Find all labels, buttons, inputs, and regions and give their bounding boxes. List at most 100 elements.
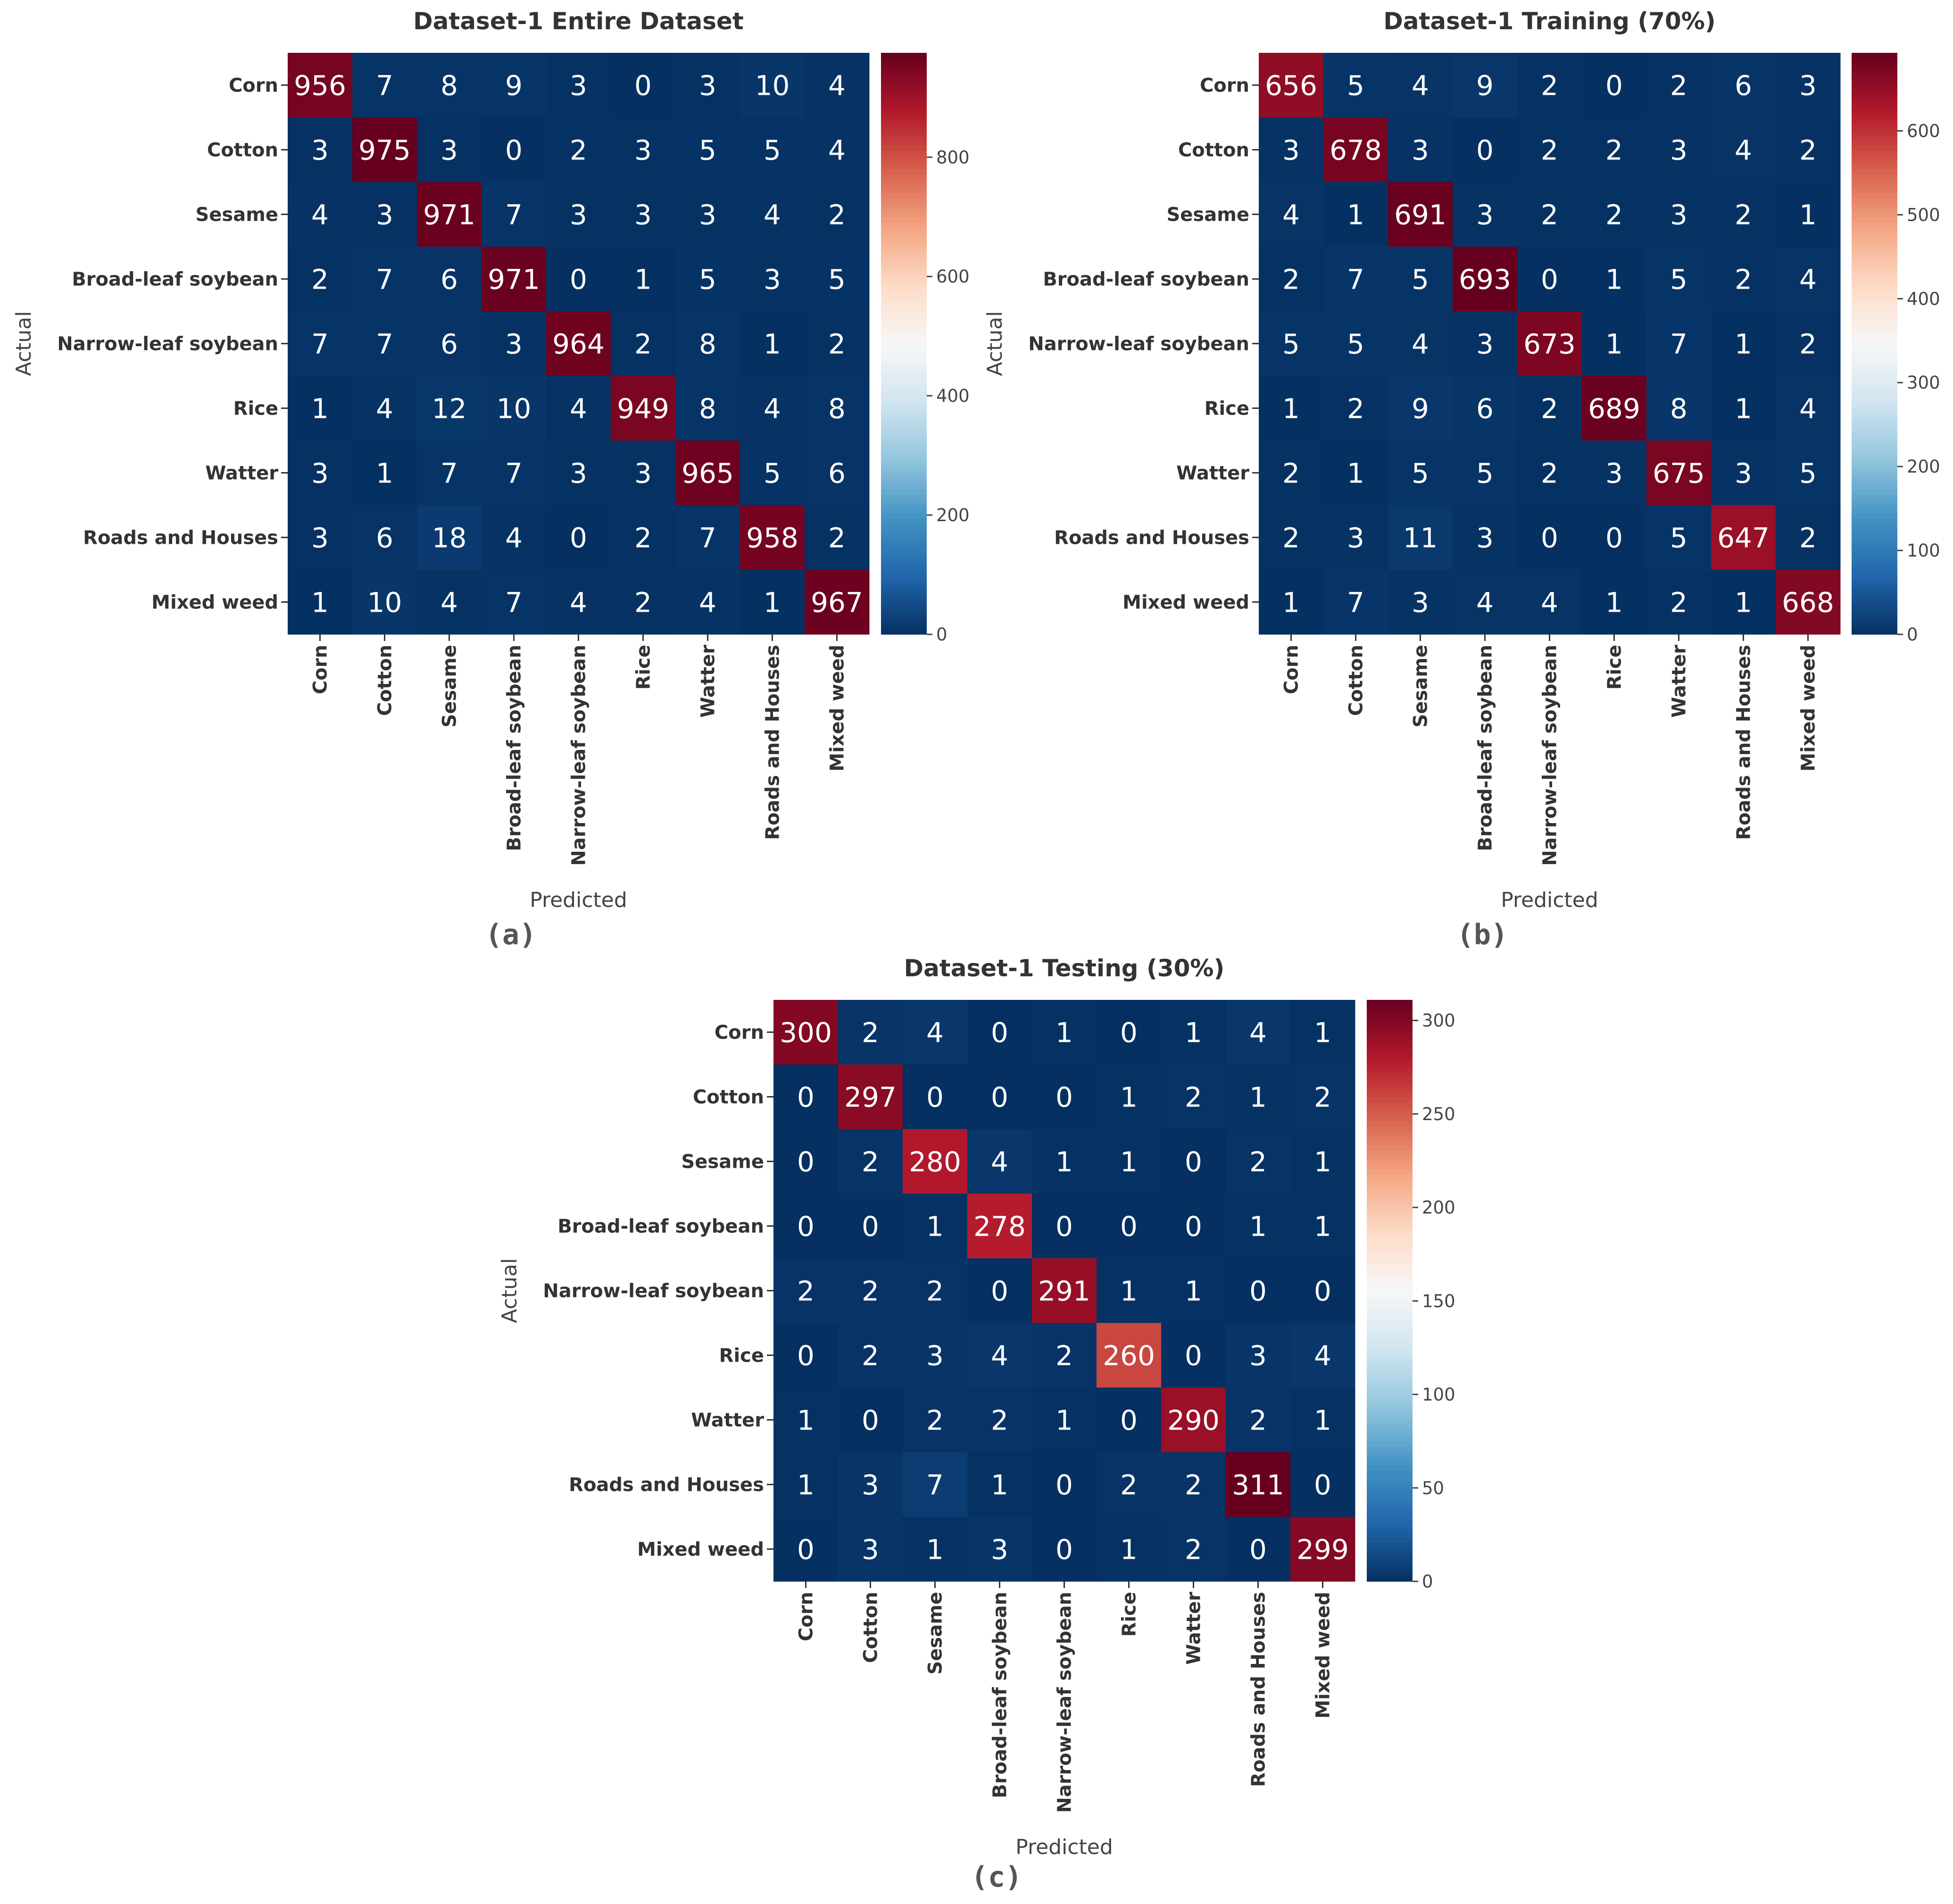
cell-value: 675 bbox=[1653, 457, 1705, 490]
heatmap-cell bbox=[1646, 376, 1712, 441]
colorbar-segment bbox=[881, 416, 927, 422]
heatmap-cell bbox=[675, 53, 740, 118]
heatmap-cell bbox=[417, 376, 482, 441]
x-axis-label: Predicted bbox=[1501, 888, 1598, 912]
colorbar-segment bbox=[881, 300, 927, 305]
cell-value: 3 bbox=[1476, 199, 1494, 231]
colorbar-segment bbox=[881, 431, 927, 436]
cell-value: 2 bbox=[1541, 393, 1558, 425]
colorbar-segment bbox=[1367, 1576, 1413, 1582]
cell-value: 2 bbox=[1799, 328, 1817, 360]
heatmap-cell bbox=[1711, 182, 1776, 247]
colorbar-segment bbox=[1367, 1489, 1413, 1495]
cell-value: 2 bbox=[311, 264, 329, 296]
cell-value: 3 bbox=[1799, 70, 1817, 102]
colorbar-segment bbox=[881, 58, 927, 63]
colorbar-segment bbox=[1852, 256, 1897, 262]
cell-value: 4 bbox=[376, 393, 393, 425]
cell-value: 1 bbox=[1249, 1081, 1267, 1114]
col-label: Cotton bbox=[860, 1592, 882, 1663]
colorbar-segment bbox=[1852, 571, 1897, 577]
colorbar-tick-label: 800 bbox=[936, 147, 970, 167]
colorbar-segment bbox=[1852, 431, 1897, 436]
colorbar-segment bbox=[1367, 1368, 1413, 1373]
colorbar-segment bbox=[881, 222, 927, 228]
colorbar-segment bbox=[1852, 188, 1897, 194]
colorbar-tick-label: 100 bbox=[1422, 1385, 1455, 1405]
heatmap-cell bbox=[1226, 1000, 1291, 1065]
col-label: Narrow-leaf soybean bbox=[1054, 1592, 1076, 1813]
colorbar-segment bbox=[881, 135, 927, 141]
colorbar-segment bbox=[1367, 1145, 1413, 1151]
colorbar-segment bbox=[881, 348, 927, 354]
x-axis-label: Predicted bbox=[1015, 1835, 1113, 1859]
cell-value: 1 bbox=[311, 587, 329, 619]
colorbar-segment bbox=[1852, 435, 1897, 441]
heatmap-cell bbox=[352, 182, 417, 247]
colorbar-segment bbox=[1852, 203, 1897, 208]
colorbar-segment bbox=[881, 53, 927, 58]
cell-value: 7 bbox=[1347, 587, 1364, 619]
colorbar-segment bbox=[1852, 106, 1897, 111]
cell-value: 0 bbox=[1055, 1469, 1073, 1501]
heatmap-cell bbox=[1323, 182, 1388, 247]
colorbar-segment bbox=[1367, 1465, 1413, 1471]
cell-value: 3 bbox=[764, 264, 781, 296]
colorbar-segment bbox=[1367, 1310, 1413, 1315]
heatmap-cell bbox=[740, 311, 805, 376]
cell-value: 3 bbox=[1735, 457, 1752, 490]
colorbar-segment bbox=[1367, 1382, 1413, 1388]
cell-value: 1 bbox=[1799, 199, 1817, 231]
colorbar-segment bbox=[1367, 1189, 1413, 1194]
heatmap-cell bbox=[417, 505, 482, 570]
heatmap-cell bbox=[903, 1258, 968, 1323]
colorbar-segment bbox=[1367, 1077, 1413, 1083]
heatmap-cell bbox=[1776, 505, 1841, 570]
colorbar-segment bbox=[881, 460, 927, 465]
heatmap-cell bbox=[967, 1388, 1032, 1453]
heatmap-cell bbox=[611, 182, 676, 247]
colorbar-segment bbox=[1367, 1063, 1413, 1068]
heatmap-cell bbox=[482, 376, 547, 441]
colorbar-segment bbox=[1852, 401, 1897, 407]
colorbar-segment bbox=[881, 256, 927, 262]
colorbar-segment bbox=[1852, 72, 1897, 77]
heatmap-cell bbox=[352, 53, 417, 118]
cell-value: 1 bbox=[1055, 1146, 1073, 1178]
row-label: Sesame bbox=[195, 204, 278, 226]
colorbar-segment bbox=[1367, 1320, 1413, 1325]
colorbar-segment bbox=[1852, 416, 1897, 422]
cell-value: 0 bbox=[1249, 1275, 1267, 1307]
colorbar-segment bbox=[881, 561, 927, 567]
colorbar-segment bbox=[881, 237, 927, 242]
heatmap-cell bbox=[1582, 53, 1647, 118]
x-axis-label: Predicted bbox=[530, 888, 627, 912]
colorbar-segment bbox=[1367, 1484, 1413, 1490]
colorbar-segment bbox=[881, 615, 927, 620]
row-label: Rice bbox=[719, 1345, 764, 1367]
cell-value: 668 bbox=[1782, 587, 1834, 619]
colorbar-segment bbox=[1852, 518, 1897, 524]
colorbar-segment bbox=[881, 125, 927, 131]
cell-value: 0 bbox=[797, 1534, 814, 1566]
cell-value: 18 bbox=[432, 522, 467, 554]
colorbar-segment bbox=[1367, 1344, 1413, 1349]
heatmap-cell bbox=[1097, 1064, 1162, 1130]
heatmap-cell bbox=[1453, 441, 1518, 506]
colorbar-segment bbox=[1367, 1276, 1413, 1281]
colorbar-segment bbox=[1852, 96, 1897, 102]
cell-value: 3 bbox=[1670, 199, 1687, 231]
heatmap-cell bbox=[675, 311, 740, 376]
heatmap-cell bbox=[546, 311, 611, 376]
heatmap-cell bbox=[611, 441, 676, 506]
colorbar-segment bbox=[1367, 1213, 1413, 1218]
cell-value: 1 bbox=[1314, 1211, 1331, 1243]
cell-value: 7 bbox=[505, 199, 523, 231]
colorbar-segment bbox=[881, 557, 927, 562]
colorbar-segment bbox=[881, 280, 927, 286]
colorbar-segment bbox=[1367, 1179, 1413, 1185]
colorbar-segment bbox=[881, 116, 927, 121]
heatmap-cell bbox=[546, 182, 611, 247]
cell-value: 0 bbox=[570, 264, 587, 296]
colorbar-segment bbox=[1367, 1150, 1413, 1156]
